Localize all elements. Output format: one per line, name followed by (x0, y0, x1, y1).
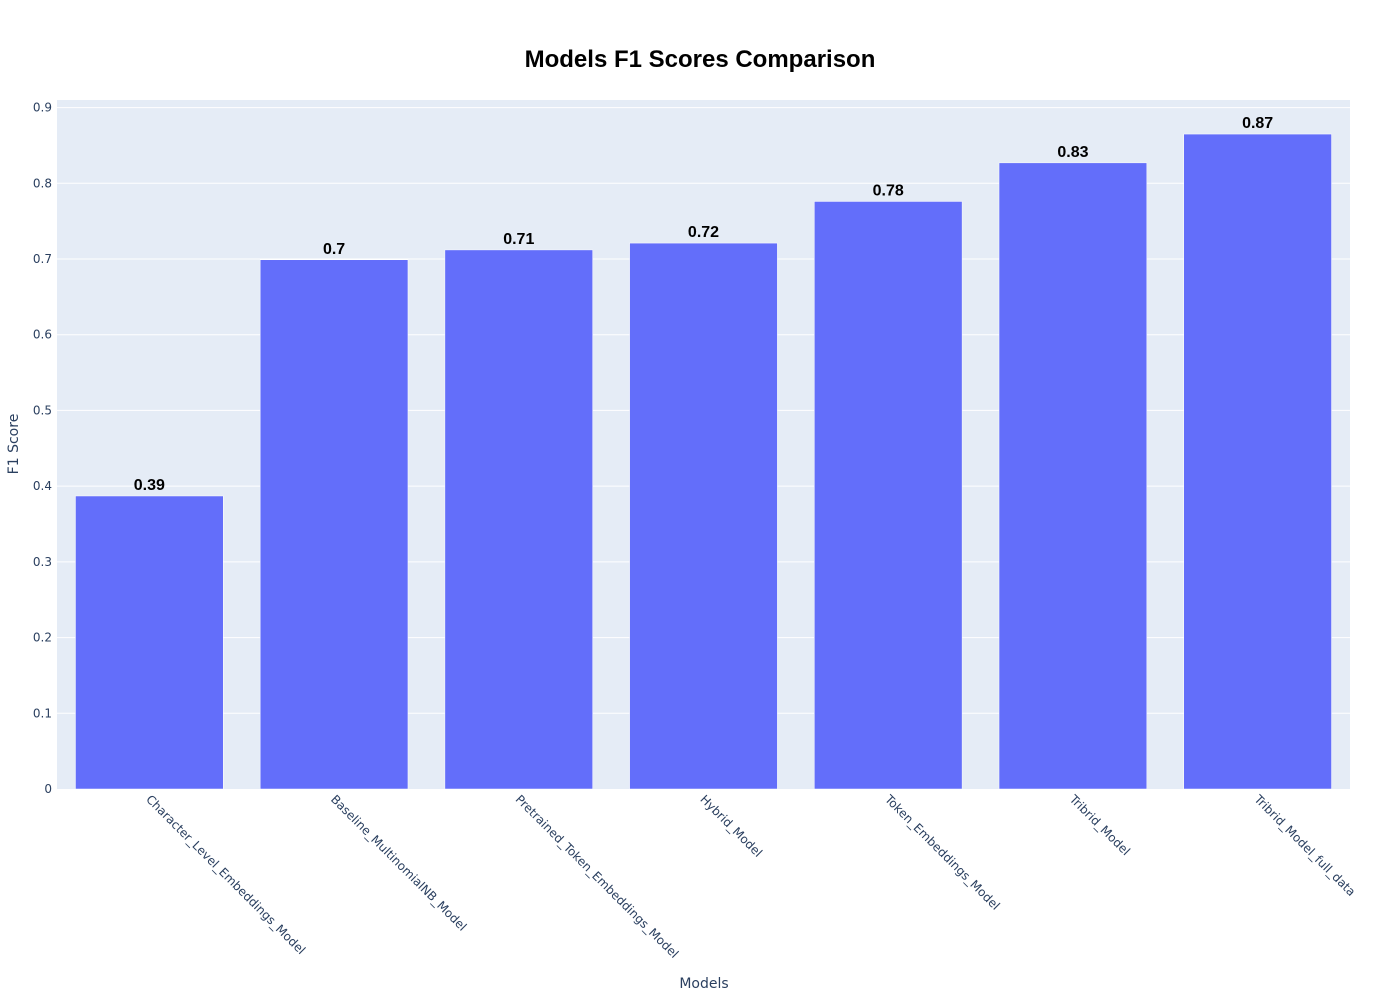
bar-Character_Level_Embeddings_Model (75, 495, 224, 790)
bar-Hybrid_Model (629, 242, 778, 790)
bar-value-label: 0.87 (1242, 115, 1273, 132)
y-tick-label: 0.4 (33, 479, 52, 493)
bar-Token_Embeddings_Model (814, 201, 963, 790)
bar-value-label: 0.39 (134, 477, 165, 494)
chart-title: Models F1 Scores Comparison (525, 46, 876, 73)
bar-value-label: 0.7 (323, 241, 345, 258)
bar-value-labels: 0.39 0.7 0.71 0.72 0.78 0.83 0.87 (134, 115, 1274, 494)
bar-Pretrained_Token_Embeddings_Model (444, 249, 593, 790)
bar-Tribrid_Model_full_data (1183, 133, 1332, 790)
y-tick-label: 0.1 (33, 706, 52, 720)
y-tick-label: 0.8 (33, 176, 52, 190)
y-tick-label: 0 (44, 782, 52, 796)
x-axis-title: Models (679, 976, 728, 992)
bar-value-label: 0.72 (688, 224, 719, 241)
bar-Tribrid_Model (998, 162, 1148, 790)
bars (75, 133, 1332, 790)
y-tick-label: 0.3 (33, 555, 52, 569)
y-tick-label: 0.6 (33, 328, 52, 342)
bar-value-label: 0.83 (1057, 144, 1088, 161)
bar-Baseline_MultinomialNB_Model (259, 259, 409, 790)
y-tick-label: 0.5 (33, 403, 52, 417)
y-axis-title: F1 Score (6, 414, 22, 475)
bar-value-label: 0.71 (503, 231, 534, 248)
y-tick-label: 0.2 (33, 631, 52, 645)
y-tick-label: 0.7 (33, 252, 52, 266)
y-axis-ticks: 0 0.1 0.2 0.3 0.4 0.5 0.6 0.7 0.8 0.9 (33, 101, 52, 796)
bar-value-label: 0.78 (873, 182, 904, 199)
y-tick-label: 0.9 (33, 101, 52, 115)
